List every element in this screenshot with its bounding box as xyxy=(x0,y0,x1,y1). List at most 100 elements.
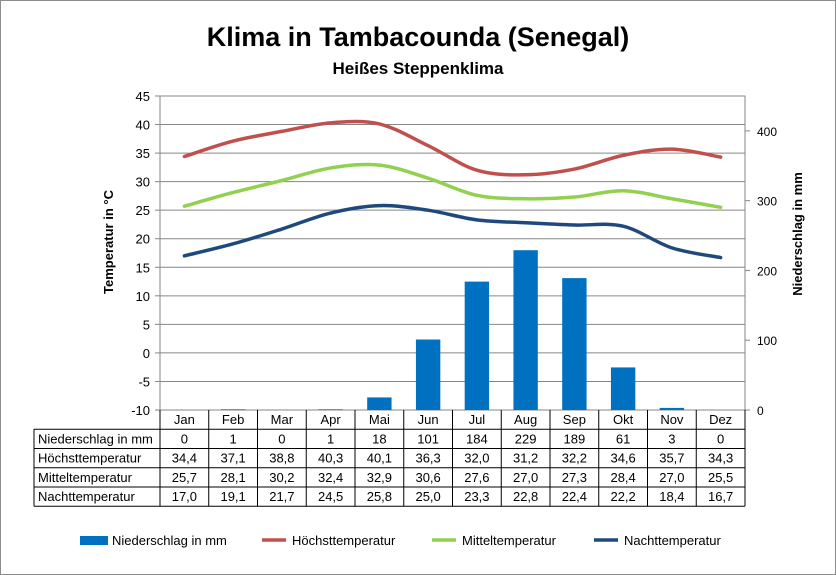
chart-title: Klima in Tambacounda (Senegal) xyxy=(206,22,630,52)
data-label: 101 xyxy=(417,431,439,446)
data-label: 32,2 xyxy=(562,451,587,466)
y-tick-label-right: 100 xyxy=(757,334,777,348)
data-label: 0 xyxy=(278,431,285,446)
data-label: 25,5 xyxy=(708,470,733,485)
line-mitteltemperatur xyxy=(182,162,723,210)
x-tick-label-nov: Nov xyxy=(660,412,684,427)
legend-entry: Höchsttemperatur xyxy=(292,533,396,548)
y-tick-label-left: 40 xyxy=(136,118,150,133)
data-label: 40,1 xyxy=(367,451,392,466)
data-label: 28,1 xyxy=(220,470,245,485)
x-tick-label-mar: Mar xyxy=(271,412,294,427)
y-tick-label-left: 35 xyxy=(136,146,150,161)
data-label: 36,3 xyxy=(415,451,440,466)
table-row-header: Niederschlag in mm xyxy=(38,431,153,446)
table-row-header: Mitteltemperatur xyxy=(38,470,133,485)
y-tick-label-left: 25 xyxy=(136,203,150,218)
data-label: 1 xyxy=(230,431,237,446)
x-tick-label-jul: Jul xyxy=(469,412,486,427)
data-label: 229 xyxy=(515,431,537,446)
x-tick-label-mai: Mai xyxy=(369,412,390,427)
bar-apr xyxy=(318,409,343,410)
data-label: 25,8 xyxy=(367,489,392,504)
bar-mai xyxy=(367,397,392,410)
data-label: 27,3 xyxy=(562,470,587,485)
bar-okt xyxy=(610,367,636,410)
table-row-header: Höchsttemperatur xyxy=(38,451,142,466)
data-label: 25,0 xyxy=(415,489,440,504)
bar-aug xyxy=(513,250,538,410)
line-höchsttemperatur xyxy=(182,119,723,177)
y-tick-label-left: 30 xyxy=(136,175,150,190)
data-label: 30,6 xyxy=(415,470,440,485)
y-tick-label-right: 200 xyxy=(757,264,777,278)
y-tick-label-left: 20 xyxy=(136,232,150,247)
data-label: 27,0 xyxy=(513,470,538,485)
chart-subtitle: Heißes Steppenklima xyxy=(332,59,504,78)
data-label: 61 xyxy=(616,431,630,446)
data-label: 18,4 xyxy=(659,489,684,504)
data-label: 24,5 xyxy=(318,489,343,504)
data-label: 35,7 xyxy=(659,451,684,466)
y-tick-label-right: 300 xyxy=(757,195,777,209)
data-label: 0 xyxy=(181,431,188,446)
data-label: 19,1 xyxy=(220,489,245,504)
data-label: 32,0 xyxy=(464,451,489,466)
x-tick-label-jun: Jun xyxy=(418,412,439,427)
data-label: 32,4 xyxy=(318,470,343,485)
bar-jul xyxy=(464,281,490,410)
y-axis-label-right: Niederschlag in mm xyxy=(790,172,805,296)
data-label: 40,3 xyxy=(318,451,343,466)
bar-nov xyxy=(659,407,685,410)
data-label: 0 xyxy=(717,431,724,446)
data-label: 37,1 xyxy=(220,451,245,466)
data-label: 22,2 xyxy=(610,489,635,504)
y-tick-label-left: -10 xyxy=(131,403,150,418)
data-label: 27,6 xyxy=(464,470,489,485)
plot-area xyxy=(159,95,746,411)
y-tick-label-left: 15 xyxy=(136,260,150,275)
bar-feb xyxy=(220,409,246,410)
x-tick-label-apr: Apr xyxy=(321,412,342,427)
data-label: 31,2 xyxy=(513,451,538,466)
legend-swatch-bar xyxy=(80,536,108,545)
data-label: 32,9 xyxy=(367,470,392,485)
y-tick-label-right: 0 xyxy=(757,404,764,418)
bar-sep xyxy=(562,278,587,410)
x-tick-label-feb: Feb xyxy=(222,412,244,427)
data-label: 34,4 xyxy=(172,451,197,466)
data-label: 16,7 xyxy=(708,489,733,504)
legend-entry: Nachttemperatur xyxy=(624,533,721,548)
data-label: 27,0 xyxy=(659,470,684,485)
data-label: 1 xyxy=(327,431,334,446)
data-label: 23,3 xyxy=(464,489,489,504)
data-label: 28,4 xyxy=(610,470,635,485)
y-tick-label-left: 0 xyxy=(143,346,150,361)
y-axis-label-left: Temperatur in °C xyxy=(101,189,116,294)
x-tick-label-dez: Dez xyxy=(709,412,732,427)
legend-entry: Mitteltemperatur xyxy=(462,533,557,548)
x-tick-label-sep: Sep xyxy=(563,412,586,427)
data-label: 38,8 xyxy=(269,451,294,466)
x-tick-label-aug: Aug xyxy=(514,412,537,427)
data-label: 22,8 xyxy=(513,489,538,504)
table-row-header: Nachttemperatur xyxy=(38,489,135,504)
data-label: 25,7 xyxy=(172,470,197,485)
y-tick-label-left: 5 xyxy=(143,317,150,332)
line-nachttemperatur xyxy=(182,203,723,260)
data-label: 34,3 xyxy=(708,451,733,466)
x-tick-label-jan: Jan xyxy=(174,412,195,427)
y-tick-label-left: 45 xyxy=(136,89,150,104)
data-label: 21,7 xyxy=(269,489,294,504)
y-tick-label-right: 400 xyxy=(757,125,777,139)
bar-jun xyxy=(415,339,441,410)
data-label: 22,4 xyxy=(562,489,587,504)
data-label: 30,2 xyxy=(269,470,294,485)
x-tick-label-okt: Okt xyxy=(613,412,634,427)
data-label: 189 xyxy=(564,431,586,446)
data-label: 34,6 xyxy=(610,451,635,466)
y-tick-label-left: 10 xyxy=(136,289,150,304)
data-label: 3 xyxy=(668,431,675,446)
data-label: 18 xyxy=(372,431,386,446)
